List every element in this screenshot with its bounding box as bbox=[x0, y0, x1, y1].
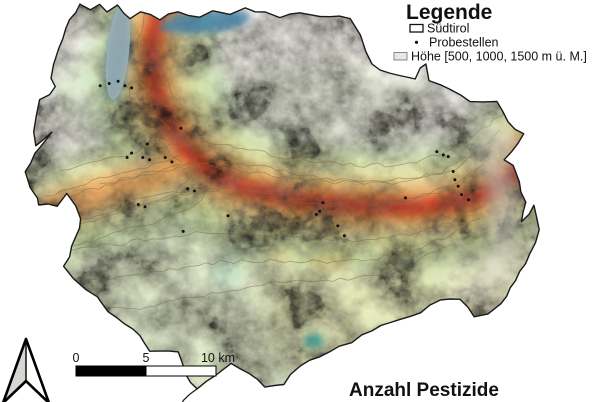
svg-text:Anzahl Pestizide: Anzahl Pestizide bbox=[349, 380, 499, 401]
svg-text:Höhe [500, 1000, 1500 m ü. M.]: Höhe [500, 1000, 1500 m ü. M.] bbox=[411, 50, 587, 64]
svg-text:5: 5 bbox=[143, 351, 150, 365]
svg-text:Probestellen: Probestellen bbox=[429, 36, 499, 50]
svg-text:10 km: 10 km bbox=[201, 351, 235, 365]
svg-text:Südtirol: Südtirol bbox=[427, 22, 469, 36]
svg-text:0: 0 bbox=[73, 351, 80, 365]
